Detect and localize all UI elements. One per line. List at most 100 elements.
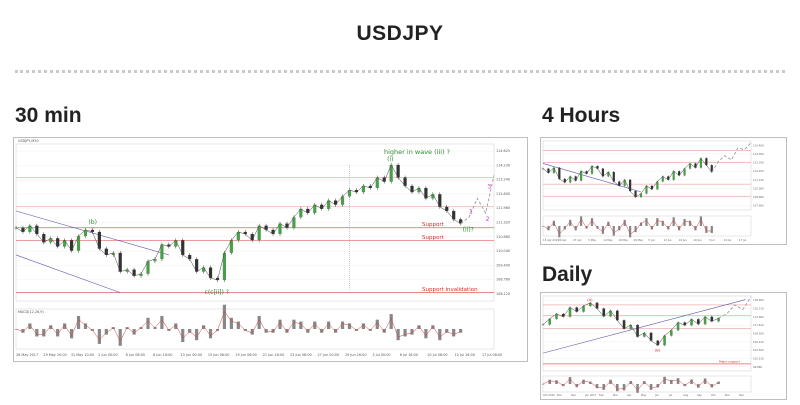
x-tick-label: 23 Jun 08:00 bbox=[290, 353, 312, 357]
price-bar bbox=[83, 229, 88, 237]
indicator-bar bbox=[568, 377, 572, 384]
indicator-bar bbox=[35, 329, 39, 337]
price-bar bbox=[417, 187, 421, 193]
price-bar bbox=[558, 167, 561, 179]
indicator-signal bbox=[15, 311, 461, 342]
price-bar bbox=[410, 185, 414, 193]
indicator-bar bbox=[188, 329, 192, 333]
price-bar bbox=[76, 236, 81, 251]
price-bar bbox=[694, 163, 697, 168]
y-tick-label: 113.240 bbox=[496, 178, 510, 182]
annotation-wave-ciii: c(c[ii]) ? bbox=[205, 289, 229, 296]
price-bar bbox=[622, 320, 626, 329]
indicator-bar bbox=[208, 329, 213, 339]
price-bar bbox=[705, 158, 708, 166]
indicator-bar bbox=[622, 384, 626, 391]
indicator-bar bbox=[595, 384, 599, 389]
annotation-proj-2: 2 bbox=[486, 216, 490, 223]
indicator-bar bbox=[676, 378, 680, 384]
annotation-forecast: higher in wave (iii) ? bbox=[384, 148, 450, 156]
indicator-bar bbox=[153, 327, 157, 329]
price-bar bbox=[243, 231, 247, 235]
chart-daily[interactable]: 118.660 116.310 113.960 111.610 109.260 106.9… bbox=[540, 292, 787, 400]
price-bar bbox=[160, 244, 164, 260]
x-tick-label: Oct 2016 bbox=[543, 393, 555, 397]
indicator-bar bbox=[403, 329, 407, 337]
price-bar bbox=[35, 225, 39, 235]
indicator-bar bbox=[139, 327, 143, 329]
y-tick-label: 116.310 bbox=[753, 307, 764, 311]
indicator-bar bbox=[639, 222, 643, 226]
indicator-bar bbox=[333, 329, 338, 333]
price-bar bbox=[306, 208, 310, 214]
indicator-bar bbox=[250, 329, 254, 335]
indicator-bar bbox=[699, 216, 703, 226]
y-tick-label: 110.680 bbox=[496, 235, 510, 239]
price-bar bbox=[278, 223, 282, 235]
y-tick-label: 108.980 bbox=[753, 195, 764, 199]
price-bar bbox=[264, 225, 268, 230]
price-bar bbox=[125, 269, 129, 272]
price-bar bbox=[174, 240, 178, 247]
chart-daily-svg: 118.660 116.310 113.960 111.610 109.260 106.9… bbox=[541, 295, 764, 397]
indicator-bar bbox=[132, 329, 136, 335]
indicator-bar bbox=[459, 329, 463, 333]
indicator-bar bbox=[90, 329, 95, 331]
indicator-signal bbox=[542, 378, 719, 391]
x-tick-label: Apr bbox=[627, 393, 632, 397]
x-tick-label: 17 Jul bbox=[739, 238, 747, 242]
price-bar bbox=[28, 225, 32, 232]
support-label: Support invalidation bbox=[422, 287, 478, 293]
indicator-bar bbox=[264, 329, 268, 333]
price-bar bbox=[361, 185, 365, 193]
price-bar bbox=[645, 185, 648, 194]
indicator-bar bbox=[56, 329, 60, 337]
indicator-bar bbox=[690, 379, 693, 384]
x-tick-label: 19 Jun bbox=[679, 238, 688, 242]
price-bar bbox=[188, 254, 192, 260]
indicator-bar bbox=[438, 329, 442, 341]
indicator-bar bbox=[612, 226, 615, 236]
indicator-bar bbox=[670, 380, 673, 384]
price-bar bbox=[649, 332, 653, 341]
indicator-bar bbox=[389, 314, 393, 329]
x-tick-label: Jun bbox=[654, 393, 659, 397]
y-tick-label: 109.400 bbox=[496, 263, 510, 267]
price-bar bbox=[574, 176, 577, 181]
x-tick-label: 17 Jul 08:00 bbox=[482, 353, 502, 357]
price-bar bbox=[595, 302, 599, 309]
price-bar bbox=[555, 313, 558, 319]
chart-4hours[interactable]: 115.460 114.380 113.300 112.220 111.140 110.0… bbox=[540, 137, 787, 245]
indicator-bar bbox=[634, 226, 637, 233]
price-bar bbox=[250, 234, 254, 241]
price-bar bbox=[208, 267, 213, 278]
x-tick-label: May bbox=[641, 393, 647, 397]
indicator-bar bbox=[285, 329, 289, 333]
price-bar bbox=[181, 240, 185, 255]
price-bar bbox=[327, 200, 331, 209]
annotation-proj-1: 1 bbox=[469, 208, 473, 215]
indicator-signal bbox=[542, 218, 712, 235]
y-tick-label: 110.060 bbox=[753, 186, 764, 190]
price-bar bbox=[688, 163, 692, 169]
indicator-bar bbox=[555, 380, 558, 384]
y-tick-label: 108.120 bbox=[496, 292, 510, 296]
indicator-bar bbox=[97, 329, 101, 344]
support-label: Major support bbox=[719, 359, 741, 363]
price-bar bbox=[354, 190, 359, 193]
price-bar bbox=[670, 330, 673, 336]
indicator-bar bbox=[146, 317, 150, 329]
chart-30min[interactable]: USDJPY,M30 114.625 114.230 113.240 112.600 11… bbox=[13, 137, 528, 362]
price-bar bbox=[90, 229, 95, 232]
x-tick-label: 27 Apr bbox=[573, 238, 583, 242]
indicator-bar bbox=[588, 381, 592, 384]
trend-channel-line bbox=[15, 254, 121, 293]
projection-path bbox=[711, 142, 752, 173]
x-tick-label: 21 Jun 16:00 bbox=[263, 353, 285, 357]
price-bar bbox=[663, 335, 666, 346]
price-bar bbox=[222, 252, 227, 281]
indicator-bar bbox=[320, 329, 324, 333]
price-bar bbox=[195, 259, 199, 272]
price-bar bbox=[257, 225, 261, 241]
indicator-bar bbox=[396, 329, 400, 341]
